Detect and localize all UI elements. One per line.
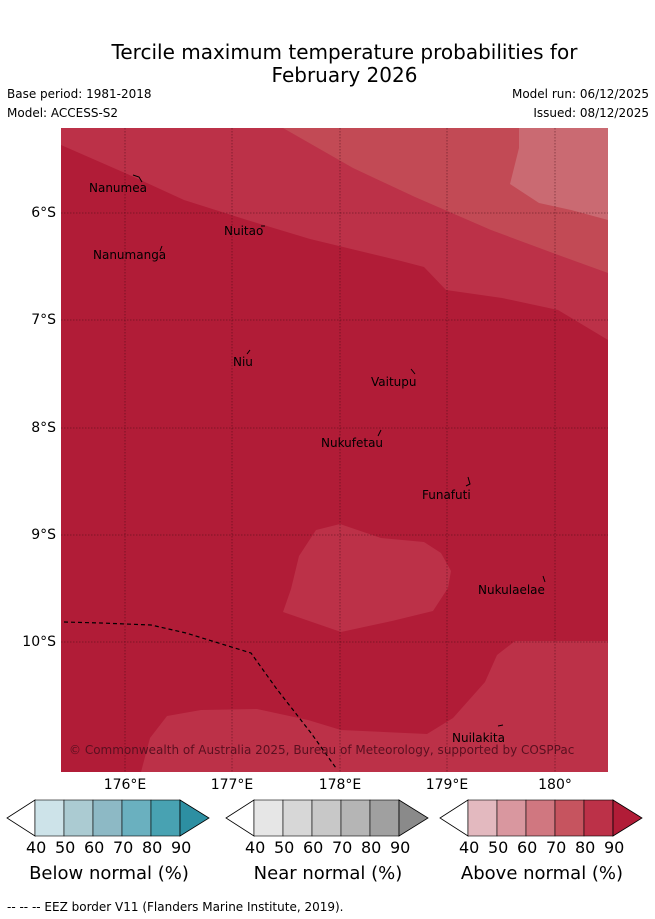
island-label: Niu [233, 355, 253, 369]
vaitupu-island [410, 368, 416, 375]
colorbar-swatch [496, 799, 527, 837]
tick-label: 60 [84, 838, 105, 857]
tick-label: 80 [361, 838, 382, 857]
lat-label-10s: 10°S [22, 634, 56, 650]
island-shapes [132, 174, 546, 727]
tick-label: 70 [332, 838, 353, 857]
zone-above-south [141, 641, 608, 772]
lon-label-179e: 179°E [425, 777, 469, 793]
island-label: Funafuti [422, 488, 471, 502]
tick-label: 90 [390, 838, 411, 857]
colorbar-swatch [311, 799, 342, 837]
zone-above-central [283, 524, 451, 632]
colorbar-near-swatches [225, 799, 429, 837]
model-run: Model run: 06/12/2025 [511, 87, 649, 101]
colorbar-swatch [340, 799, 371, 837]
nuilakita-island [497, 724, 504, 727]
colorbar-swatch [554, 799, 585, 837]
colorbar-above-swatches [439, 799, 643, 837]
colorbar-swatch [121, 799, 152, 837]
colorbar-swatch [92, 799, 123, 837]
colorbar-swatch [34, 799, 65, 837]
eez-border [63, 621, 337, 769]
tick-label: 40 [245, 838, 266, 857]
tick-label: 90 [604, 838, 625, 857]
colorbar-near-normal [225, 799, 431, 841]
lat-label-9s: 9°S [31, 527, 56, 543]
lon-label-176e: 176°E [103, 777, 147, 793]
issued-date: Issued: 08/12/2025 [533, 106, 649, 120]
title-line-1: Tercile maximum temperature probabilitie… [111, 40, 578, 64]
colorbar-swatch [253, 799, 284, 837]
colorbar-swatch [150, 799, 181, 837]
nukulaelae-island [542, 575, 546, 583]
island-label: Nuilakita [452, 731, 505, 745]
island-label: Nukulaelae [478, 583, 545, 597]
island-label: Vaitupu [371, 375, 417, 389]
colorbar-swatch [63, 799, 94, 837]
tick-label: 50 [488, 838, 509, 857]
title-line-2: February 2026 [271, 63, 418, 87]
tick-label: 80 [142, 838, 163, 857]
tick-label: 70 [546, 838, 567, 857]
colorbar-above-normal [439, 799, 645, 841]
map-title: Tercile maximum temperature probabilitie… [0, 41, 655, 87]
eez-legend-note: -- -- -- EEZ border V11 (Flanders Marine… [7, 900, 344, 914]
colorbar-swatch [583, 799, 614, 837]
tick-label: 80 [575, 838, 596, 857]
lat-label-7s: 7°S [31, 312, 56, 328]
lon-label-178e: 178°E [318, 777, 362, 793]
model-name: Model: ACCESS-S2 [7, 106, 119, 120]
tick-label: 40 [26, 838, 47, 857]
tick-label: 50 [55, 838, 76, 857]
colorbar-extend-low [439, 799, 469, 837]
nanumea-island [132, 174, 143, 183]
lat-label-6s: 6°S [31, 205, 56, 221]
niu-island [246, 349, 251, 355]
nukufetau-island [377, 429, 382, 437]
lat-label-8s: 8°S [31, 420, 56, 436]
lon-label-180: 180° [538, 777, 572, 793]
nanumanga-island [159, 245, 163, 252]
colorbar-below-normal [6, 799, 212, 841]
above-normal-title: Above normal (%) [460, 863, 624, 884]
island-label: Nanumanga [93, 248, 166, 262]
colorbar-below-swatches [6, 799, 210, 837]
tick-label: 90 [171, 838, 192, 857]
island-label: Nukufetau [321, 436, 383, 450]
tick-label: 40 [459, 838, 480, 857]
zone-above-50-60 [510, 128, 608, 220]
map-canvas: Nanumea Nuitao Nanumanga Niu Vaitupu Nuk… [61, 128, 608, 772]
tick-label: 60 [303, 838, 324, 857]
graticule [61, 128, 608, 772]
colorbar-extend-high [612, 799, 643, 837]
map-panel[interactable]: Nanumea Nuitao Nanumanga Niu Vaitupu Nuk… [61, 128, 608, 772]
base-period: Base period: 1981-2018 [7, 87, 152, 101]
below-normal-title: Below normal (%) [29, 863, 189, 884]
colorbar-swatch [369, 799, 400, 837]
funafuti-island [465, 476, 471, 487]
colorbar-swatch [525, 799, 556, 837]
island-label: Nuitao [224, 224, 263, 238]
colorbar-extend-low [225, 799, 255, 837]
colorbar-swatch [282, 799, 313, 837]
tick-label: 50 [274, 838, 295, 857]
near-normal-title: Near normal (%) [253, 863, 403, 884]
colorbar-extend-high [179, 799, 210, 837]
tick-label: 60 [517, 838, 538, 857]
copyright-notice: © Commonwealth of Australia 2025, Bureau… [69, 743, 574, 757]
island-label: Nanumea [89, 181, 147, 195]
colorbar-extend-high [398, 799, 429, 837]
colorbar-extend-low [6, 799, 36, 837]
tick-label: 70 [113, 838, 134, 857]
lon-label-177e: 177°E [210, 777, 254, 793]
colorbar-swatch [467, 799, 498, 837]
